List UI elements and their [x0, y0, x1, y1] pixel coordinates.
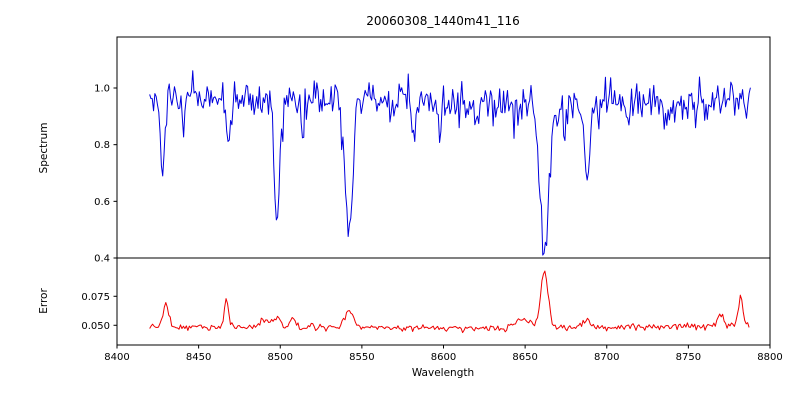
spectrum-line — [149, 70, 751, 256]
y-tick-label-spectrum: 0.8 — [94, 140, 110, 151]
error-line — [149, 270, 750, 334]
y-tick-label-spectrum: 0.4 — [94, 254, 110, 265]
chart-title: 20060308_1440m41_116 — [366, 14, 519, 28]
y-axis-label-spectrum: Spectrum — [38, 123, 50, 174]
x-tick-label: 8550 — [349, 352, 374, 363]
x-tick-label: 8450 — [186, 352, 211, 363]
x-tick-label: 8800 — [757, 352, 782, 363]
data-series — [149, 70, 751, 334]
y-axis-label-error: Error — [38, 288, 50, 314]
x-tick-label: 8650 — [512, 352, 537, 363]
x-tick-label: 8750 — [676, 352, 701, 363]
y-tick-label-spectrum: 1.0 — [94, 84, 110, 95]
y-tick-label-error: 0.075 — [81, 292, 110, 303]
axes-ticks: 0.4 0.6 0.8 1.0 0.050 0.075 8400 8450 8500 8550 86… — [81, 84, 782, 364]
axes-frame-error — [116, 257, 771, 346]
axes-frame-spectrum — [116, 36, 771, 259]
y-tick-label-spectrum: 0.6 — [94, 197, 110, 208]
axes-frames — [116, 36, 771, 346]
y-tick-label-error: 0.050 — [81, 321, 110, 332]
x-axis-label: Wavelength — [412, 367, 474, 379]
x-tick-label: 8500 — [268, 352, 293, 363]
x-tick-label: 8700 — [594, 352, 619, 363]
x-tick-label: 8600 — [431, 352, 456, 363]
x-tick-label: 8400 — [104, 352, 129, 363]
